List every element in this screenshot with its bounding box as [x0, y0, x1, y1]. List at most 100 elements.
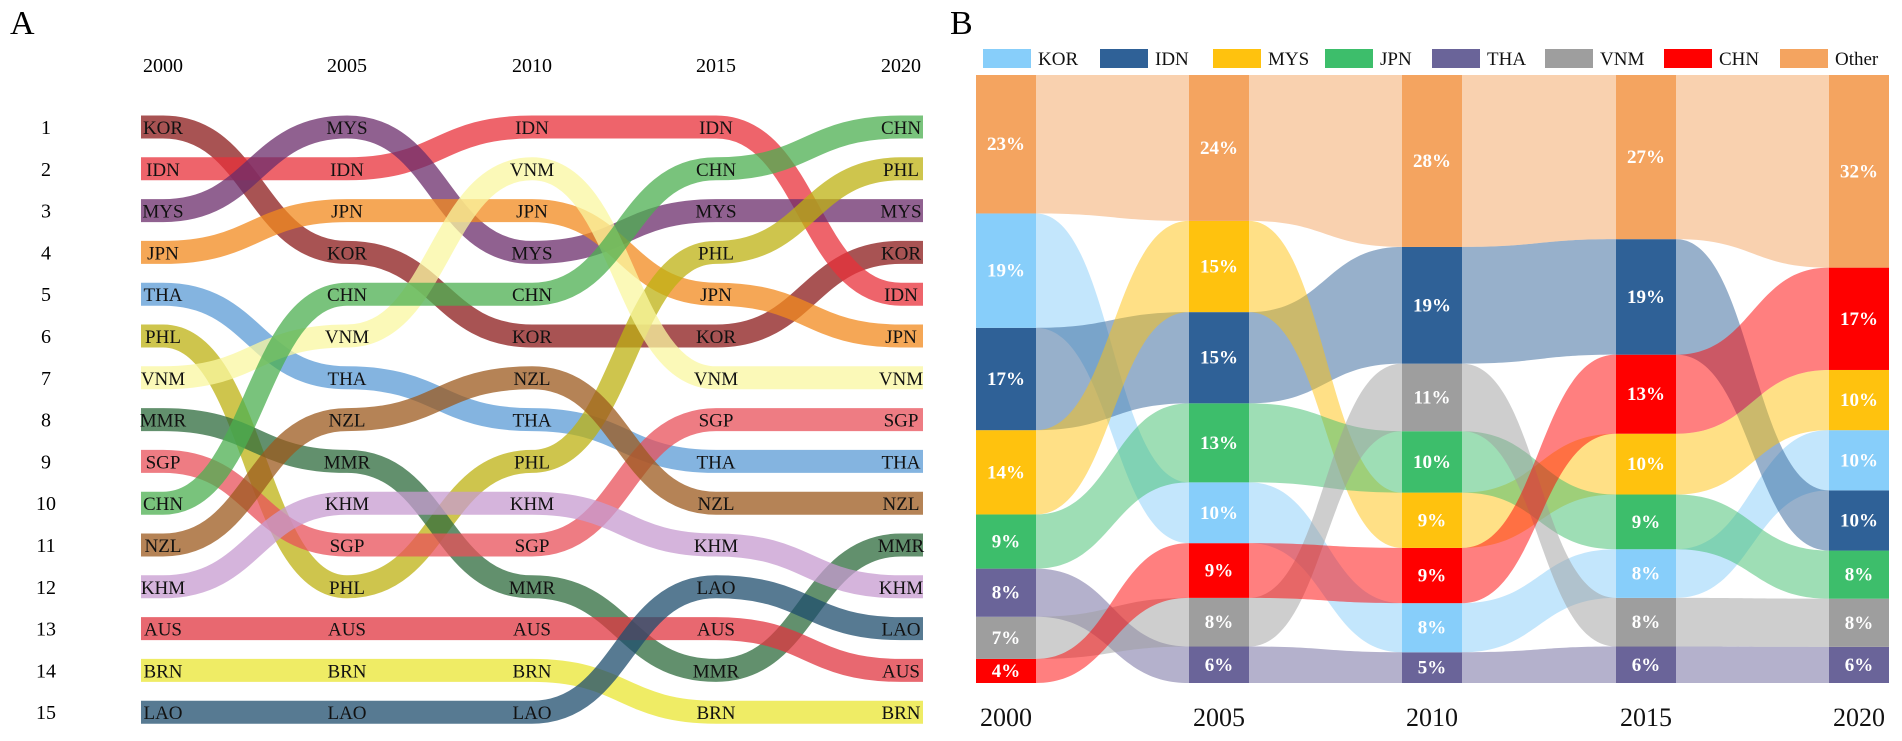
- year-label-2000: 2000: [980, 703, 1032, 732]
- bar-label-idn-2000: 17%: [987, 369, 1025, 390]
- bar-label-idn-2010: 19%: [1413, 295, 1451, 316]
- legend-swatch-other: [1780, 49, 1828, 68]
- flow-idn-2010-2015: [1462, 239, 1616, 364]
- bump-label-mmr-2020: MMR: [878, 536, 925, 557]
- bump-label-vnm-2015: VNM: [694, 369, 738, 390]
- bar-segment-mys-2000: [976, 430, 1036, 515]
- bump-label-khm-2000: KHM: [141, 578, 185, 599]
- bump-ribbon-khm: [141, 491, 923, 599]
- bar-label-chn-2020: 17%: [1840, 309, 1878, 330]
- year-label-2020: 2020: [1833, 703, 1885, 732]
- bump-ribbon-brn: [141, 658, 923, 724]
- bar-label-tha-2015: 6%: [1632, 655, 1661, 676]
- bump-label-jpn-2020: JPN: [885, 327, 917, 348]
- bump-label-jpn-2015: JPN: [700, 285, 732, 306]
- bump-label-mmr-2000: MMR: [140, 411, 187, 432]
- bar-label-idn-2020: 10%: [1840, 510, 1878, 531]
- bar-label-vnm-2015: 8%: [1632, 612, 1661, 633]
- bar-label-kor-2010: 8%: [1418, 618, 1447, 639]
- alluvial-chart: 4% 7% 8% 9% 14% 17% 19% 23% 6% 8% 9% 10% 13% 15% 15% 24…: [976, 49, 1889, 732]
- rank-label-13: 13: [36, 619, 56, 641]
- bar-segment-idn-2000: [976, 327, 1036, 431]
- bump-label-lao-2010: LAO: [512, 703, 551, 724]
- bump-ribbon-sgp: [141, 408, 923, 557]
- year-label-2010: 2010: [1406, 703, 1458, 732]
- bump-label-khm-2015: KHM: [694, 536, 738, 557]
- legend-label-mys: MYS: [1268, 49, 1309, 70]
- bump-ribbon-jpn: [141, 199, 923, 348]
- year-header-2015: 2015: [696, 55, 736, 77]
- alluvial-flows: [1036, 75, 1829, 683]
- bump-ribbon-chn: [141, 115, 923, 515]
- bump-label-mmr-2015: MMR: [693, 661, 740, 682]
- bar-segment-vnm-2015: [1616, 597, 1676, 647]
- rank-label-7: 7: [41, 368, 51, 390]
- bar-label-other-2005: 24%: [1200, 138, 1238, 159]
- bump-label-jpn-2000: JPN: [147, 243, 179, 264]
- bump-label-lao-2020: LAO: [881, 620, 920, 641]
- bar-segment-tha-2005: [1189, 646, 1249, 683]
- rank-label-15: 15: [36, 702, 56, 724]
- legend-label-kor: KOR: [1038, 49, 1078, 70]
- flow-tha-2010-2015: [1462, 646, 1616, 683]
- bump-label-kor-2000: KOR: [143, 118, 183, 139]
- bar-segment-mys-2005: [1189, 220, 1249, 313]
- legend-item-mys: MYS: [1213, 49, 1309, 70]
- year-header-2005: 2005: [327, 55, 367, 77]
- bar-segment-kor-2020: [1829, 430, 1889, 491]
- bar-segment-jpn-2020: [1829, 550, 1889, 599]
- bump-label-lao-2000: LAO: [143, 703, 182, 724]
- flow-jpn-2005-2010: [1249, 403, 1402, 493]
- flow-other-2005-2010: [1249, 75, 1402, 247]
- bump-label-aus-2005: AUS: [328, 620, 366, 641]
- bar-segment-vnm-2010: [1402, 363, 1462, 432]
- flow-mys-2015-2020: [1676, 369, 1829, 495]
- bar-label-chn-2005: 9%: [1205, 561, 1234, 582]
- bar-segment-chn-2015: [1616, 354, 1676, 434]
- bump-label-tha-2000: THA: [143, 285, 182, 306]
- bar-segment-jpn-2015: [1616, 494, 1676, 550]
- bar-label-other-2015: 27%: [1627, 147, 1665, 168]
- bar-label-chn-2000: 4%: [992, 661, 1021, 682]
- legend-swatch-mys: [1213, 49, 1261, 68]
- year-label-2005: 2005: [1193, 703, 1245, 732]
- rank-label-1: 1: [41, 117, 51, 139]
- bump-label-khm-2020: KHM: [879, 578, 923, 599]
- bump-label-kor-2010: KOR: [512, 327, 552, 348]
- bump-label-phl-2005: PHL: [329, 578, 365, 599]
- bump-label-brn-2000: BRN: [143, 661, 182, 682]
- legend-label-chn: CHN: [1719, 49, 1759, 70]
- bar-segment-idn-2020: [1829, 490, 1889, 551]
- bar-segment-idn-2005: [1189, 312, 1249, 404]
- bump-label-sgp-2000: SGP: [146, 452, 181, 473]
- bar-label-vnm-2005: 8%: [1205, 612, 1234, 633]
- bar-segment-chn-2020: [1829, 267, 1889, 370]
- bar-label-tha-2000: 8%: [992, 583, 1021, 604]
- rank-label-6: 6: [41, 326, 51, 348]
- bar-label-tha-2010: 5%: [1418, 658, 1447, 679]
- bump-chart: 2000 2005 2010 2015 202012345678910111213141…: [36, 55, 925, 724]
- bar-segment-other-2010: [1402, 75, 1462, 247]
- bump-label-phl-2000: PHL: [145, 327, 181, 348]
- bump-label-aus-2010: AUS: [513, 620, 551, 641]
- bar-label-other-2000: 23%: [987, 134, 1025, 155]
- bar-label-idn-2015: 19%: [1627, 287, 1665, 308]
- rank-label-5: 5: [41, 284, 51, 306]
- year-header-2020: 2020: [881, 55, 921, 77]
- bar-segment-idn-2015: [1616, 239, 1676, 355]
- bump-label-phl-2020: PHL: [883, 160, 919, 181]
- bump-ribbon-aus: [141, 617, 923, 682]
- bump-label-phl-2015: PHL: [698, 243, 734, 264]
- bump-label-aus-2015: AUS: [697, 620, 735, 641]
- bump-label-jpn-2010: JPN: [516, 202, 548, 223]
- flow-chn-2000-2005: [1036, 543, 1189, 683]
- bump-label-mys-2005: MYS: [326, 118, 367, 139]
- bar-segment-jpn-2010: [1402, 431, 1462, 493]
- bump-label-brn-2010: BRN: [512, 661, 551, 682]
- legend-swatch-kor: [983, 49, 1031, 68]
- bump-label-sgp-2010: SGP: [515, 536, 550, 557]
- legend-label-jpn: JPN: [1380, 49, 1412, 70]
- bar-label-kor-2005: 10%: [1200, 503, 1238, 524]
- stacked-bars: 4% 7% 8% 9% 14% 17% 19% 23% 6% 8% 9% 10% 13% 15% 15% 24…: [976, 75, 1889, 683]
- bar-segment-other-2015: [1616, 75, 1676, 240]
